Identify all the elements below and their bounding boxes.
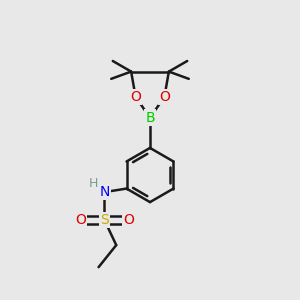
Text: O: O — [159, 90, 170, 104]
Text: S: S — [100, 213, 109, 227]
Text: H: H — [88, 177, 98, 190]
Text: O: O — [123, 213, 134, 227]
Text: N: N — [99, 185, 110, 199]
Text: O: O — [130, 90, 141, 104]
Text: B: B — [145, 111, 155, 124]
Text: O: O — [75, 213, 86, 227]
